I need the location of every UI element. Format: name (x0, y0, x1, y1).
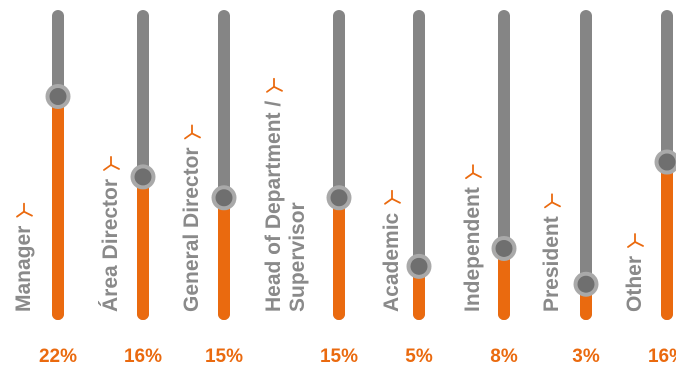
percent-label-other: 16% (648, 346, 676, 367)
tri-blade-icon (266, 77, 283, 93)
percent-label-manager: 22% (39, 346, 77, 367)
slider-knob-academic (406, 253, 432, 279)
percent-label-president: 3% (572, 346, 600, 367)
percent-label-area-director: 16% (124, 346, 162, 367)
category-icons (16, 77, 644, 248)
slider-knob-independent (491, 235, 517, 261)
slider-knobs (45, 83, 676, 297)
category-labels: Manager Área Director General Director Head… (12, 101, 646, 312)
percent-label-head-of-department-supervisor: 15% (320, 346, 358, 367)
tri-blade-icon (184, 124, 201, 140)
slider-knob-area-director (130, 164, 156, 190)
tri-blade-icon (627, 233, 644, 248)
percent-labels: 22% 16% 15% 15% 5% 8% 3% 16% (39, 346, 676, 367)
category-label-president: President (540, 216, 563, 312)
tri-blade-icon (16, 202, 33, 218)
tri-blade-icon (544, 193, 561, 209)
category-label-academic: Academic (380, 212, 403, 312)
slider-tracks (52, 10, 673, 320)
slider-knob-general-director (211, 185, 237, 211)
slider-knob-manager (45, 83, 71, 109)
category-label-head-of-department-supervisor: Head of Department /Supervisor (262, 101, 309, 312)
percent-label-independent: 8% (490, 346, 518, 367)
category-label-general-director: General Director (180, 147, 203, 312)
tri-blade-icon (103, 156, 120, 171)
slider-knob-other (654, 149, 676, 175)
slider-knob-head-of-department-supervisor (326, 185, 352, 211)
slider-knob-president (573, 271, 599, 297)
category-label-manager: Manager (12, 226, 35, 312)
category-label-independent: Independent (461, 187, 484, 312)
percent-label-general-director: 15% (205, 346, 243, 367)
percent-label-academic: 5% (405, 346, 433, 367)
category-label-other: Other (623, 256, 646, 312)
category-label-area-director: Área Director (99, 179, 122, 312)
tri-blade-icon (465, 164, 482, 180)
tri-blade-icon (384, 189, 401, 205)
